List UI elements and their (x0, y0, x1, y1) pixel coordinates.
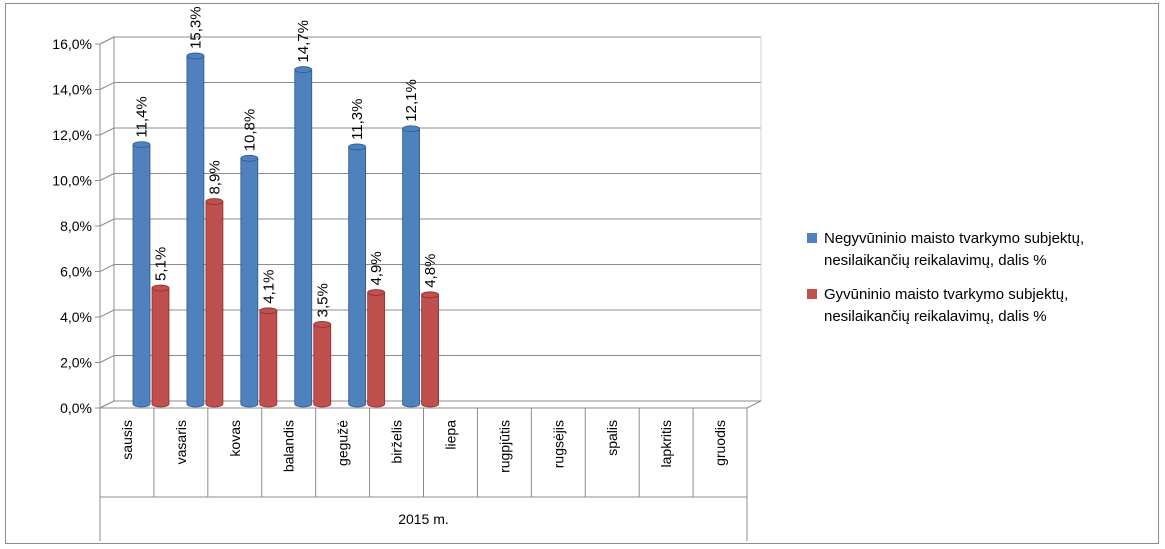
bar-cap (259, 307, 278, 315)
gridline-side (99, 82, 115, 90)
y-tick-label: 14,0% (52, 82, 92, 98)
data-label-1-balandis: 14,7% (295, 20, 312, 63)
bar-body (294, 69, 313, 408)
bar-cap (313, 320, 332, 328)
data-label-2-balandis: 3,5% (314, 283, 331, 317)
category-label: gruodis (712, 420, 728, 466)
bar-body (259, 310, 278, 408)
bar-body (421, 294, 439, 408)
bar-cap (421, 291, 439, 299)
gridline-side (99, 218, 115, 227)
legend-label-series-1-line-2: nesilaikančių reikalavimų, dalis % (824, 252, 1047, 269)
y-tick-label: 10,0% (52, 173, 92, 189)
data-label-1-gegužė: 11,3% (349, 99, 366, 140)
bar-body (402, 128, 420, 408)
bar-2-kovas (259, 307, 278, 408)
data-label-2-gegužė: 4,9% (368, 251, 385, 285)
bar-1-kovas (240, 154, 259, 408)
label-layer: 11,4% 15,3% 10,8% 14,7% 11,3% 12,1% 5,1% 8,9% 4,… (134, 6, 440, 317)
legend-item-series-2: Gyvūninio maisto tvarkymo subjektų, nesi… (807, 284, 1157, 328)
bar-cap (186, 52, 205, 60)
bar-body (367, 292, 386, 408)
category-label: kovas (227, 420, 243, 457)
bar-1-sausis (132, 141, 151, 408)
category-label: sausis (119, 420, 135, 460)
category-label: rugpjūtis (496, 420, 512, 473)
category-label: lapkritis (658, 420, 674, 467)
bar-body (151, 287, 170, 408)
bar-body (186, 55, 205, 408)
bar-layer (132, 52, 439, 408)
gridline-side (99, 309, 115, 318)
data-label-2-kovas: 4,1% (260, 270, 277, 304)
data-label-2-sausis: 5,1% (153, 247, 170, 281)
legend-label-series-2-line-1: Gyvūninio maisto tvarkymo subjektų, (824, 286, 1069, 303)
data-label-1-vasaris: 15,3% (187, 6, 204, 49)
category-label: spalis (604, 420, 620, 456)
y-tick-label: 4,0% (60, 309, 92, 325)
data-label-1-birželis: 12,1% (403, 79, 420, 122)
data-label-1-kovas: 10,8% (241, 109, 258, 152)
bar-cap (294, 66, 313, 73)
bar-cap (151, 284, 170, 292)
category-label: vasaris (173, 420, 189, 464)
bar-cap (367, 289, 386, 296)
bar-body (132, 144, 151, 408)
bar-2-birželis (421, 291, 439, 408)
bar-body (313, 323, 332, 408)
bar-body (348, 146, 367, 408)
category-label: birželis (389, 420, 405, 464)
bar-cap (205, 198, 224, 205)
y-tick-label: 6,0% (60, 264, 92, 280)
legend-swatch-series-1 (807, 233, 817, 243)
data-label-2-birželis: 4,8% (422, 254, 439, 288)
bar-2-sausis (151, 284, 170, 408)
gridline-side (99, 355, 115, 363)
bar-1-birželis (402, 125, 420, 408)
legend: Negyvūninio maisto tvarkymo subjektų, ne… (807, 228, 1157, 340)
legend-item-series-1: Negyvūninio maisto tvarkymo subjektų, ne… (807, 228, 1157, 272)
bar-1-gegužė (348, 143, 367, 408)
category-label: liepa (442, 420, 458, 450)
bar-cap (348, 143, 367, 151)
gridline-side (99, 127, 115, 136)
y-tick-label: 8,0% (60, 218, 92, 234)
bar-cap (132, 141, 151, 149)
category-label: rugsėjis (550, 420, 566, 468)
data-label-2-vasaris: 8,9% (206, 160, 223, 194)
bar-cap (240, 154, 259, 162)
gridline-side (99, 36, 115, 45)
gridline-side (99, 173, 115, 181)
category-label: gegužė (335, 420, 351, 466)
bar-1-vasaris (186, 52, 205, 408)
y-tick-label: 12,0% (52, 127, 92, 143)
legend-swatch-series-2 (807, 289, 817, 299)
bar-body (240, 157, 259, 408)
y-tick-label: 2,0% (60, 355, 92, 371)
bar-cap (402, 125, 420, 133)
bar-2-vasaris (205, 198, 224, 408)
bar-2-balandis (313, 320, 332, 408)
category-group-label: 2015 m. (398, 511, 449, 527)
data-label-1-sausis: 11,4% (134, 96, 151, 137)
bar-body (205, 201, 224, 408)
legend-label-series-2-line-2: nesilaikančių reikalavimų, dalis % (824, 308, 1047, 325)
y-tick-label: 16,0% (52, 36, 92, 52)
gridline-side (99, 264, 115, 272)
bar-1-balandis (294, 66, 313, 408)
y-tick-label: 0,0% (60, 400, 92, 416)
legend-label-series-1-line-1: Negyvūninio maisto tvarkymo subjektų, (824, 230, 1085, 247)
bar-2-gegužė (367, 289, 386, 408)
category-label: balandis (281, 420, 297, 472)
